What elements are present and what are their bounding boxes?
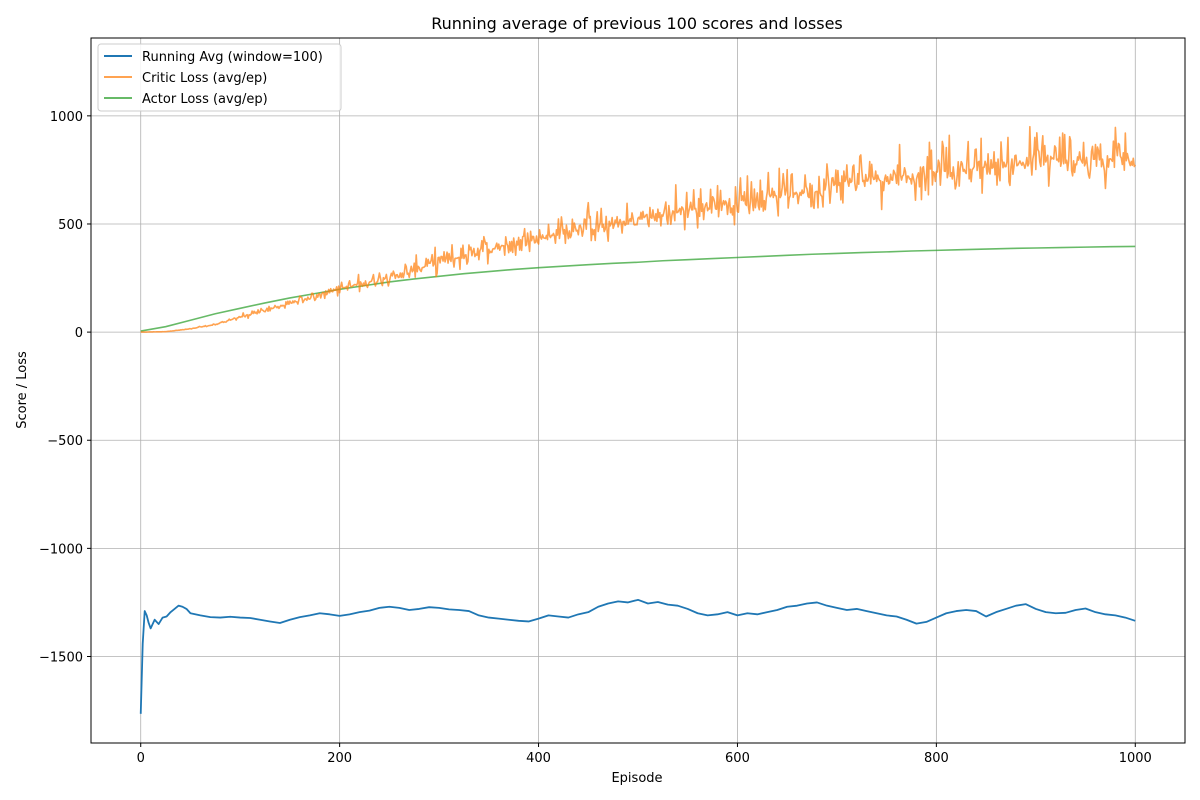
series-layer xyxy=(139,125,1136,714)
legend-label-critic-loss: Critic Loss (avg/ep) xyxy=(142,71,267,86)
running-avg-line xyxy=(139,598,1136,714)
x-tick-label: 200 xyxy=(327,751,352,766)
y-tick-label: 1000 xyxy=(50,110,83,125)
x-tick-label: 0 xyxy=(137,751,145,766)
legend-box xyxy=(97,43,342,112)
grid xyxy=(91,38,1185,743)
y-tick-label: 500 xyxy=(58,218,83,233)
chart-title: Running average of previous 100 scores a… xyxy=(431,14,843,33)
x-tick-label: 600 xyxy=(725,751,750,766)
y-axis: −1500 −1000 −500 0 500 1000 xyxy=(39,110,91,665)
y-tick-label: −1500 xyxy=(39,650,83,665)
legend-label-actor-loss: Actor Loss (avg/ep) xyxy=(142,92,268,107)
legend: Running Avg (window=100) Critic Loss (av… xyxy=(97,43,342,112)
y-axis-label: Score / Loss xyxy=(15,351,30,429)
legend-label-running-avg: Running Avg (window=100) xyxy=(142,50,323,65)
actor-loss-line xyxy=(140,245,1136,332)
y-tick-label: −500 xyxy=(47,434,83,449)
y-tick-label: −1000 xyxy=(39,542,83,557)
x-axis-label: Episode xyxy=(611,771,662,786)
y-tick-label: 0 xyxy=(75,326,83,341)
x-axis: 0 200 400 600 800 1000 xyxy=(137,743,1152,766)
x-tick-label: 400 xyxy=(526,751,551,766)
x-tick-label: 800 xyxy=(924,751,949,766)
x-tick-label: 1000 xyxy=(1119,751,1152,766)
critic-loss-line xyxy=(140,125,1136,333)
plot-frame xyxy=(90,37,1186,744)
